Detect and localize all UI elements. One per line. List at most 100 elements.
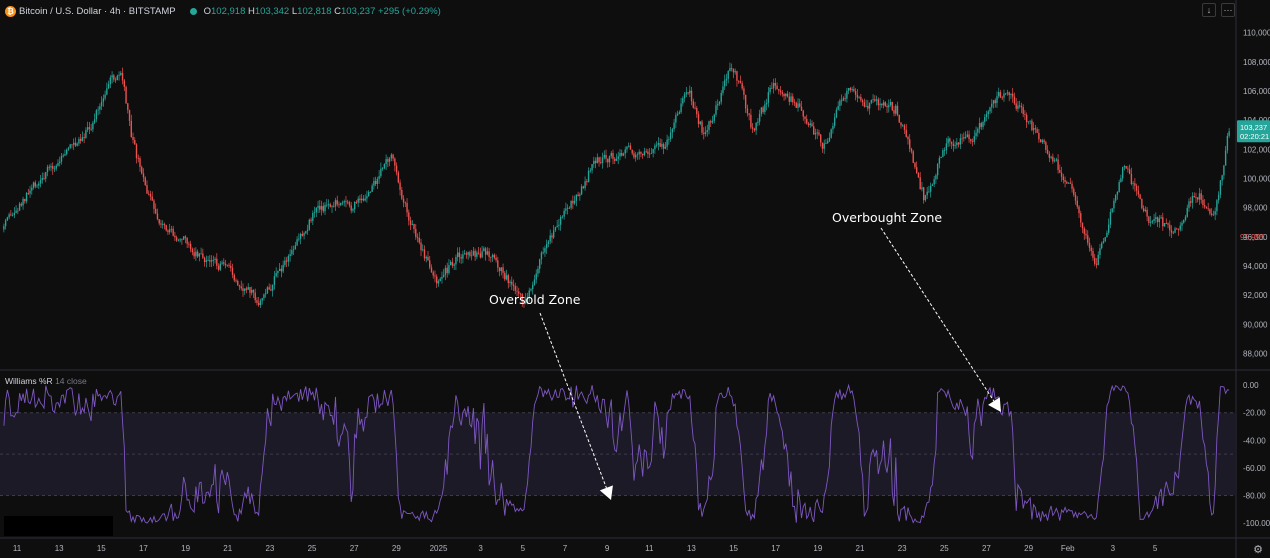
candle bbox=[463, 253, 466, 255]
candle bbox=[477, 252, 480, 254]
candle bbox=[987, 111, 989, 115]
candle bbox=[1069, 182, 1071, 184]
candle bbox=[1132, 183, 1134, 185]
candle bbox=[45, 172, 47, 179]
indicator-legend[interactable]: Williams %R 14 close bbox=[5, 376, 87, 386]
candle bbox=[53, 168, 56, 170]
candle bbox=[1053, 160, 1056, 162]
candle bbox=[584, 181, 586, 188]
candle bbox=[769, 87, 771, 93]
candle bbox=[85, 130, 87, 138]
candle bbox=[67, 147, 70, 150]
candle bbox=[1113, 200, 1115, 209]
candle bbox=[479, 253, 482, 258]
candle bbox=[614, 158, 616, 161]
candle bbox=[922, 187, 925, 201]
candle bbox=[1214, 211, 1216, 215]
candle bbox=[191, 249, 194, 253]
candle bbox=[1209, 209, 1211, 214]
candle bbox=[537, 268, 539, 274]
candle bbox=[715, 105, 717, 115]
symbol-label[interactable]: Bitcoin / U.S. Dollar · 4h · BITSTAMP bbox=[19, 5, 176, 17]
candle bbox=[456, 252, 459, 258]
candle bbox=[1142, 208, 1145, 212]
candle bbox=[916, 167, 918, 174]
candle bbox=[242, 288, 244, 291]
candle bbox=[1060, 172, 1063, 177]
candle bbox=[526, 296, 529, 299]
candle bbox=[809, 123, 811, 126]
ohlc-values: O102,918 H103,342 L102,818 C103,237 +295… bbox=[203, 5, 441, 17]
candle bbox=[889, 102, 892, 106]
market-status-icon bbox=[189, 7, 197, 15]
candle bbox=[507, 275, 509, 283]
candle bbox=[935, 175, 937, 180]
candle bbox=[905, 129, 907, 137]
candle bbox=[518, 291, 520, 294]
candle bbox=[352, 209, 354, 211]
candle bbox=[542, 252, 544, 254]
candle bbox=[493, 254, 496, 258]
arrow-down-icon[interactable]: ↓ bbox=[1202, 3, 1216, 17]
candle bbox=[359, 198, 361, 201]
candle bbox=[724, 80, 726, 87]
candle bbox=[783, 93, 785, 97]
candle bbox=[540, 252, 543, 260]
candle bbox=[1174, 228, 1176, 233]
candle bbox=[1018, 105, 1021, 107]
candle bbox=[1076, 200, 1078, 207]
candle bbox=[552, 230, 555, 238]
candle bbox=[502, 267, 504, 273]
price-tick-label: 100,000 bbox=[1243, 174, 1270, 183]
candle bbox=[573, 200, 576, 204]
candle bbox=[807, 123, 810, 126]
candle bbox=[659, 143, 661, 147]
gear-icon[interactable]: ⚙ bbox=[1253, 543, 1263, 556]
candle bbox=[877, 99, 880, 106]
candle bbox=[416, 236, 419, 239]
current-price-label: 103,237 bbox=[1240, 123, 1267, 132]
candle bbox=[696, 107, 698, 115]
candle bbox=[291, 250, 293, 255]
candle bbox=[212, 260, 215, 261]
candle bbox=[1121, 167, 1124, 179]
candle bbox=[589, 170, 592, 172]
candle bbox=[57, 162, 59, 166]
candle bbox=[633, 153, 635, 158]
candle bbox=[1191, 196, 1194, 203]
candle bbox=[411, 224, 413, 225]
candle bbox=[931, 184, 934, 186]
candle bbox=[92, 122, 94, 130]
candle bbox=[406, 202, 408, 213]
candle bbox=[1207, 208, 1209, 210]
candle bbox=[1219, 180, 1222, 195]
candle bbox=[631, 149, 633, 154]
candle bbox=[230, 265, 232, 268]
candle bbox=[867, 105, 869, 109]
candle bbox=[985, 114, 988, 117]
candle bbox=[793, 102, 796, 103]
candle bbox=[141, 166, 143, 174]
candle bbox=[683, 94, 686, 99]
candle bbox=[72, 142, 75, 145]
more-icon[interactable]: ⋯ bbox=[1221, 3, 1235, 17]
candle bbox=[1203, 205, 1206, 207]
candle bbox=[673, 122, 675, 130]
candle bbox=[641, 153, 644, 156]
candle bbox=[149, 193, 152, 197]
candle bbox=[32, 182, 35, 188]
candle bbox=[397, 172, 400, 183]
candle bbox=[198, 253, 201, 257]
candle bbox=[664, 146, 667, 149]
candle bbox=[1025, 114, 1028, 123]
candle bbox=[1107, 224, 1110, 233]
candle bbox=[362, 198, 365, 201]
candle bbox=[497, 260, 499, 268]
candle bbox=[334, 200, 337, 207]
candle bbox=[1097, 254, 1099, 265]
candle bbox=[1003, 93, 1005, 98]
candle bbox=[135, 144, 138, 158]
candle bbox=[647, 151, 649, 155]
candle bbox=[750, 114, 752, 128]
